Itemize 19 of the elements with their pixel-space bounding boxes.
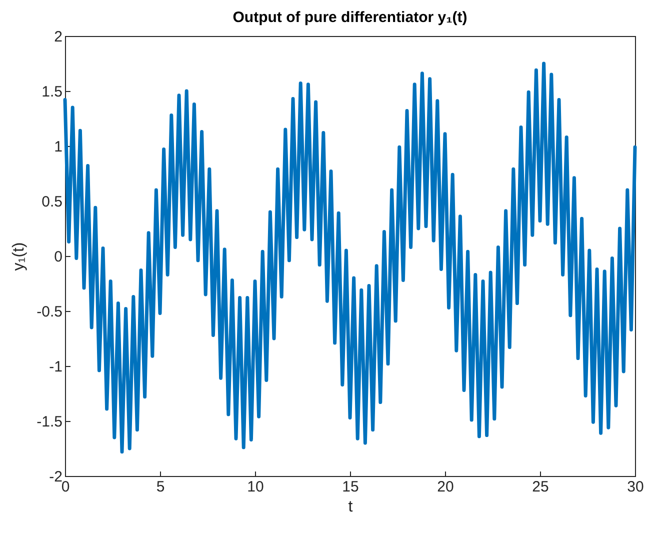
x-tick-label: 30 <box>627 478 644 496</box>
x-tick-label: 25 <box>532 478 549 496</box>
x-axis-title: t <box>348 498 354 516</box>
y-tick-label: -0.5 <box>36 304 62 320</box>
y-tick-label: 1.5 <box>42 84 62 100</box>
y-tick-label: 2 <box>54 28 62 46</box>
x-tick-label: 20 <box>437 478 454 496</box>
x-tick-label: 10 <box>247 478 264 496</box>
y-tick-label: 0.5 <box>42 194 62 210</box>
y-axis-title: y₁(t) <box>10 242 28 271</box>
y-tick-label: 0 <box>54 248 62 266</box>
y-tick-label: 1 <box>54 138 62 156</box>
y-tick-label: -1.5 <box>36 414 62 430</box>
x-tick-label: 15 <box>342 478 359 496</box>
chart-title: Output of pure differentiator y₁(t) <box>232 9 468 26</box>
y-tick-label: -2 <box>49 468 62 486</box>
line-series <box>63 62 637 454</box>
x-tick-label: 5 <box>156 478 165 496</box>
y-tick-label: -1 <box>49 358 62 376</box>
